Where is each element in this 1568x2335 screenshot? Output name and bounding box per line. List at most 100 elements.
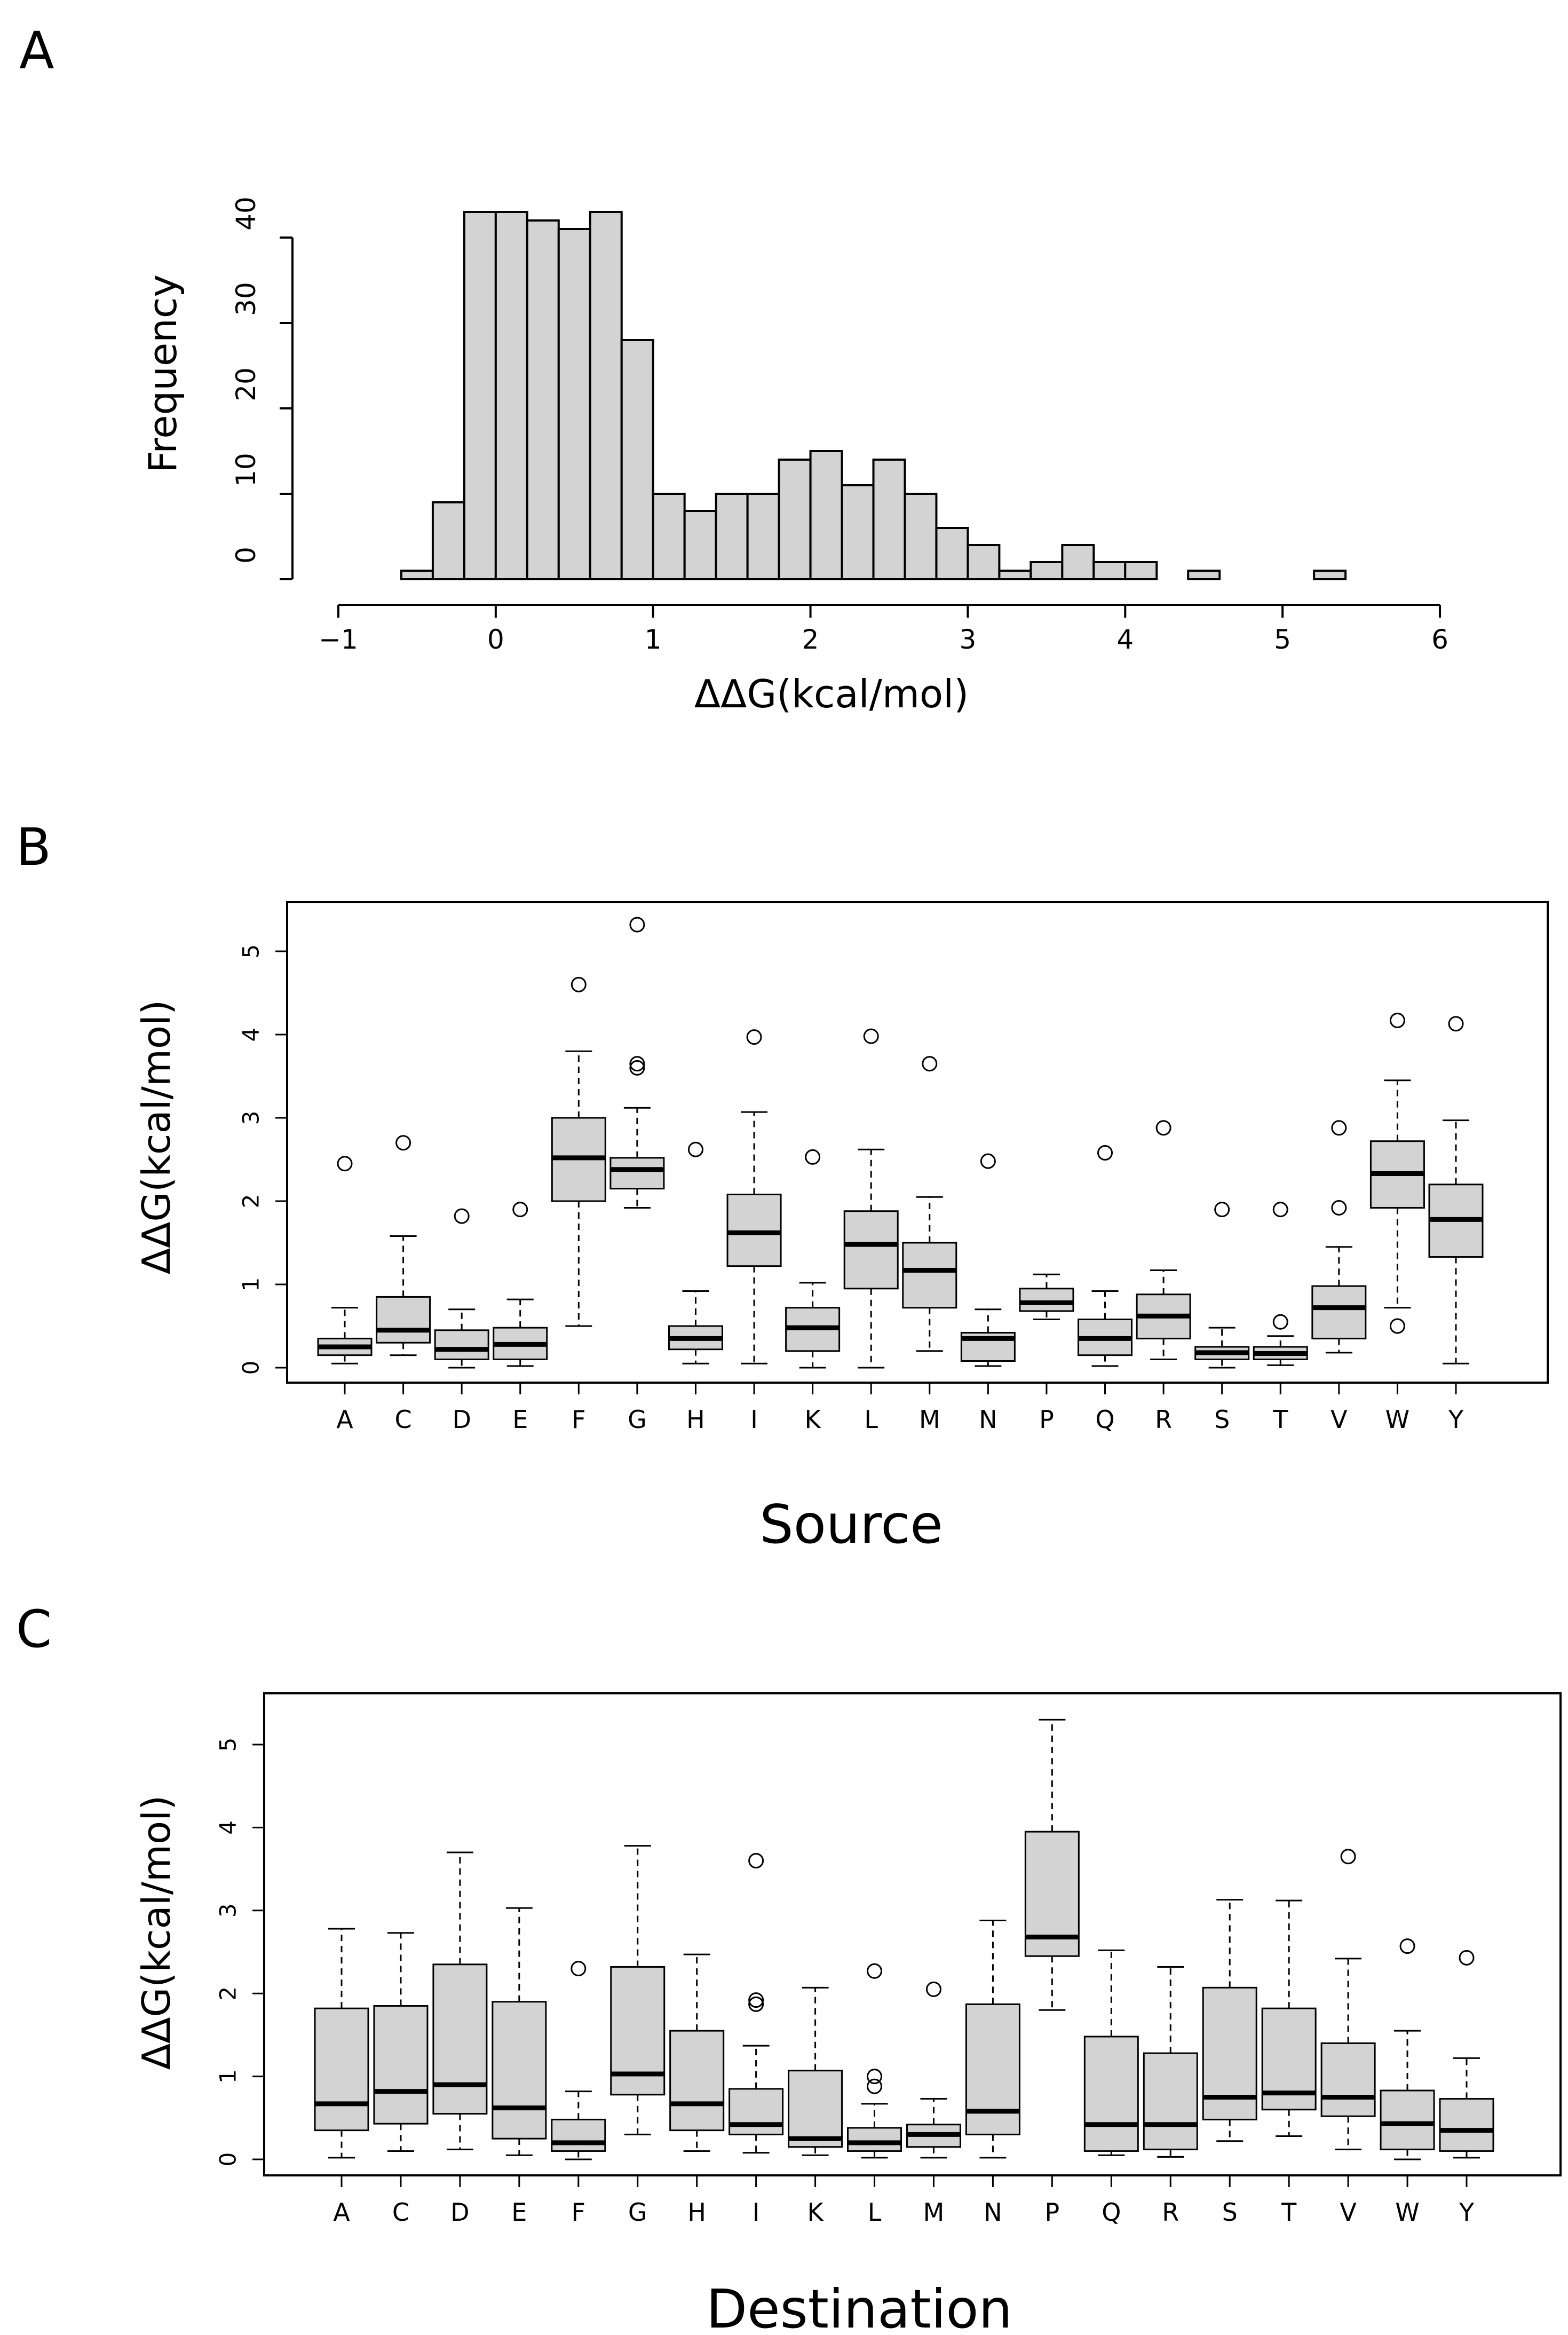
source-outlier-point	[337, 1156, 353, 1172]
histogram-bar	[935, 527, 969, 580]
source-box	[376, 1296, 431, 1344]
destination-box	[1143, 2052, 1198, 2150]
destination-x-axis-title: Destination	[706, 2278, 1012, 2335]
histogram-bar	[557, 228, 591, 580]
destination-box	[373, 2005, 429, 2125]
source-outlier-point	[1448, 1016, 1464, 1032]
histogram-bar	[904, 493, 938, 580]
destination-box	[1380, 2089, 1435, 2150]
destination-plot-frame	[263, 1692, 1562, 2176]
destination-x-tick-label: L	[868, 2198, 882, 2227]
source-outlier-point	[1272, 1314, 1288, 1330]
panel-letter-b: B	[16, 817, 51, 877]
destination-outlier-point	[748, 1996, 764, 2012]
histogram-bar	[778, 459, 812, 580]
source-y-tick-label: 1	[238, 1277, 264, 1292]
destination-x-tick-label: H	[687, 2198, 706, 2227]
source-outlier-point	[1389, 1012, 1405, 1028]
source-y-tick-label: 4	[238, 1028, 264, 1042]
histogram-bar	[683, 510, 717, 580]
destination-x-tick-label: P	[1044, 2198, 1059, 2227]
histogram-bar	[1124, 561, 1158, 580]
histogram-x-tick-label: 5	[1274, 624, 1291, 655]
source-outlier-point	[629, 917, 645, 933]
source-x-axis-title: Source	[759, 1493, 943, 1556]
destination-box	[1439, 2098, 1494, 2152]
destination-y-axis-title: ΔΔG(kcal/mol)	[134, 1795, 179, 2070]
destination-outlier-point	[925, 1981, 941, 1997]
histogram-bar	[400, 570, 434, 580]
source-x-tick-label: M	[919, 1405, 940, 1434]
histogram-bar	[620, 339, 654, 580]
destination-outlier-point	[867, 1963, 883, 1979]
source-x-tick-label: P	[1039, 1405, 1054, 1434]
destination-box	[1083, 2036, 1139, 2152]
source-x-tick-label: E	[512, 1405, 528, 1434]
histogram-bar	[494, 211, 528, 580]
source-y-tick-label: 5	[238, 944, 264, 959]
histogram-bar	[746, 493, 780, 580]
destination-outlier-point	[748, 1853, 764, 1869]
histogram-bar	[1092, 561, 1127, 580]
destination-outlier-point	[571, 1961, 587, 1977]
source-outlier-point	[1214, 1202, 1230, 1218]
source-box	[726, 1194, 782, 1267]
destination-x-tick-label: G	[628, 2198, 647, 2227]
source-x-tick-label: D	[452, 1405, 471, 1434]
destination-y-tick-label: 1	[215, 2069, 241, 2084]
histogram-y-axis-title: Frequency	[140, 274, 185, 473]
destination-y-tick-label: 4	[215, 1820, 241, 1835]
source-outlier-point	[1155, 1120, 1171, 1136]
histogram-bar	[1313, 570, 1347, 580]
histogram-y-tick-label: 0	[231, 547, 262, 564]
destination-box	[551, 2118, 606, 2152]
source-box	[843, 1210, 899, 1290]
source-outlier-point	[980, 1153, 996, 1169]
source-y-tick-label: 0	[238, 1361, 264, 1375]
source-outlier-point	[454, 1208, 470, 1224]
histogram-x-tick-label: 1	[645, 624, 662, 655]
source-x-tick-label: I	[750, 1405, 758, 1434]
histogram-x-tick-label: 3	[960, 624, 977, 655]
source-outlier-point	[1331, 1120, 1347, 1136]
destination-x-tick-label: K	[807, 2198, 824, 2227]
source-outlier-point	[1389, 1318, 1405, 1334]
histogram-bar	[526, 219, 560, 580]
source-outlier-point	[512, 1202, 528, 1218]
destination-outlier-point	[1459, 1950, 1475, 1966]
destination-x-tick-label: E	[511, 2198, 527, 2227]
histogram-bar	[463, 211, 497, 580]
destination-y-tick-label: 0	[215, 2152, 241, 2167]
destination-x-tick-label: D	[450, 2198, 469, 2227]
destination-box	[788, 2070, 843, 2148]
destination-y-tick-label: 2	[215, 1986, 241, 2001]
source-y-tick-label: 2	[238, 1194, 264, 1209]
destination-x-tick-label: Y	[1459, 2198, 1475, 2227]
destination-x-tick-label: I	[753, 2198, 760, 2227]
source-x-tick-label: K	[805, 1405, 822, 1434]
destination-x-tick-label: W	[1395, 2198, 1419, 2227]
source-outlier-point	[1331, 1200, 1347, 1216]
histogram-bar	[841, 484, 875, 580]
histogram-bar	[872, 459, 906, 580]
source-outlier-point	[629, 1060, 645, 1076]
destination-x-tick-label: M	[923, 2198, 945, 2227]
source-x-tick-label: F	[572, 1405, 585, 1434]
source-y-axis-title: ΔΔG(kcal/mol)	[134, 1000, 179, 1274]
source-x-tick-label: Q	[1095, 1405, 1114, 1434]
destination-outlier-point	[867, 2078, 883, 2094]
histogram-y-tick-label: 20	[231, 367, 262, 401]
destination-box	[1320, 2042, 1376, 2117]
histogram-x-tick-label: 6	[1431, 624, 1448, 655]
source-x-tick-label: G	[628, 1405, 647, 1434]
destination-outlier-point	[867, 2069, 883, 2085]
source-x-tick-label: C	[395, 1405, 412, 1434]
source-box	[1019, 1288, 1074, 1312]
histogram-chart: −1 0 1 2 3 4 5 6 0 10 20 30 40	[231, 196, 1448, 655]
panel-letter-c: C	[16, 1599, 52, 1659]
destination-x-tick-label: N	[984, 2198, 1002, 2227]
destination-outlier-point	[1340, 1849, 1356, 1865]
histogram-x-tick-label: 2	[802, 624, 819, 655]
source-outlier-point	[629, 1056, 645, 1072]
